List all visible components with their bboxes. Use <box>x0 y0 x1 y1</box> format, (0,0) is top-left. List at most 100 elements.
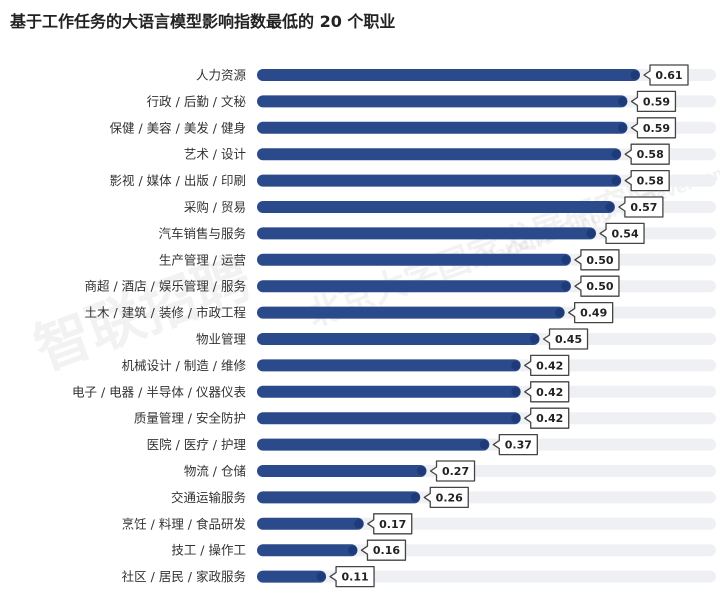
bar <box>257 544 358 557</box>
bar <box>257 95 628 108</box>
bar <box>257 491 421 504</box>
bar-end-dot <box>617 96 627 106</box>
bar-end-dot <box>511 360 521 370</box>
value-box <box>542 328 589 350</box>
category-label: 机械设计 / 制造 / 维修 <box>122 358 247 373</box>
value-box <box>367 513 413 535</box>
bar-end-dot <box>611 149 621 159</box>
value-label: 0.27 <box>442 465 469 478</box>
value-box <box>574 275 620 297</box>
category-label: 社区 / 居民 / 家政服务 <box>122 569 246 584</box>
bar-end-dot <box>511 413 521 423</box>
value-box <box>524 381 570 403</box>
chart-title: 基于工作任务的大语言模型影响指数最低的 20 个职业 <box>10 12 396 31</box>
bar-end-dot <box>417 466 427 476</box>
category-label: 电子 / 电器 / 半导体 / 仪器仪表 <box>72 384 246 399</box>
category-label: 烹饪 / 料理 / 食品研发 <box>122 516 247 531</box>
bar-end-dot <box>561 255 571 265</box>
bar-end-dot <box>555 308 565 318</box>
bar <box>257 517 364 530</box>
category-label: 影视 / 媒体 / 出版 / 印刷 <box>110 173 246 188</box>
bar <box>257 385 521 398</box>
value-box <box>524 354 570 377</box>
value-box <box>630 90 677 113</box>
bar-end-dot <box>347 545 357 555</box>
value-box <box>599 222 645 245</box>
value-label: 0.50 <box>586 280 613 293</box>
value-box <box>360 539 407 561</box>
value-box <box>624 169 670 192</box>
value-label: 0.42 <box>536 386 563 399</box>
bar-end-dot <box>316 572 326 582</box>
value-label: 0.58 <box>637 175 664 188</box>
category-label: 物业管理 <box>196 332 247 347</box>
value-box <box>492 433 538 456</box>
category-label: 艺术 / 设计 <box>184 147 246 162</box>
value-label: 0.17 <box>379 518 406 531</box>
category-label: 人力资源 <box>196 68 247 83</box>
bar <box>257 465 427 477</box>
value-box <box>429 460 476 482</box>
bar <box>257 306 565 319</box>
value-label: 0.37 <box>505 439 532 452</box>
value-label: 0.50 <box>586 254 613 267</box>
bar-end-dot <box>530 334 540 344</box>
bar-end-dot <box>605 202 615 212</box>
bar <box>257 148 622 161</box>
category-label: 采购 / 贸易 <box>184 200 246 215</box>
value-label: 0.58 <box>637 148 664 161</box>
value-label: 0.49 <box>580 307 607 320</box>
value-label: 0.42 <box>536 412 563 425</box>
bar <box>257 412 521 425</box>
value-box <box>618 196 664 218</box>
value-box <box>329 565 375 588</box>
bar <box>257 570 327 583</box>
bar-end-dot <box>611 176 621 186</box>
bar <box>257 280 571 293</box>
value-box <box>574 249 620 271</box>
value-box <box>423 486 469 509</box>
bar <box>257 438 490 451</box>
value-box <box>643 64 689 86</box>
category-label: 技工 / 操作工 <box>171 543 246 558</box>
category-label: 医院 / 医疗 / 护理 <box>147 437 247 452</box>
category-label: 交通运输服务 <box>171 490 246 505</box>
value-label: 0.59 <box>643 95 670 108</box>
category-label: 生产管理 / 运营 <box>159 252 246 267</box>
value-label: 0.16 <box>373 544 400 557</box>
category-label: 保健 / 美容 / 美发 / 健身 <box>110 120 246 135</box>
category-label: 商超 / 酒店 / 娱乐管理 / 服务 <box>85 279 246 294</box>
category-label: 汽车销售与服务 <box>158 226 246 241</box>
bar <box>257 333 540 345</box>
bar-end-dot <box>586 228 596 238</box>
value-label: 0.54 <box>611 227 638 240</box>
bar <box>257 201 615 213</box>
bar <box>257 174 622 187</box>
value-label: 0.57 <box>630 201 657 214</box>
bar <box>257 253 571 266</box>
bar <box>257 69 640 81</box>
bar <box>257 227 597 240</box>
value-label: 0.61 <box>655 69 682 82</box>
value-label: 0.11 <box>341 571 368 584</box>
bar-end-dot <box>354 519 364 529</box>
value-box <box>524 407 570 429</box>
bar <box>257 121 628 134</box>
category-label: 土木 / 建筑 / 装修 / 市政工程 <box>85 305 247 320</box>
bar-end-dot <box>630 70 640 80</box>
bar-end-dot <box>511 387 521 397</box>
value-box <box>630 117 677 139</box>
category-label: 质量管理 / 安全防护 <box>134 411 246 426</box>
category-label: 行政 / 后勤 / 文秘 <box>147 94 247 109</box>
value-box <box>624 143 670 165</box>
value-label: 0.59 <box>643 122 670 135</box>
bar-end-dot <box>617 123 627 133</box>
value-box <box>568 301 614 324</box>
bar-end-dot <box>410 492 420 502</box>
bar-end-dot <box>479 440 489 450</box>
bar-end-dot <box>561 281 571 291</box>
value-label: 0.26 <box>436 491 463 504</box>
value-label: 0.42 <box>536 359 563 372</box>
value-label: 0.45 <box>555 333 582 346</box>
